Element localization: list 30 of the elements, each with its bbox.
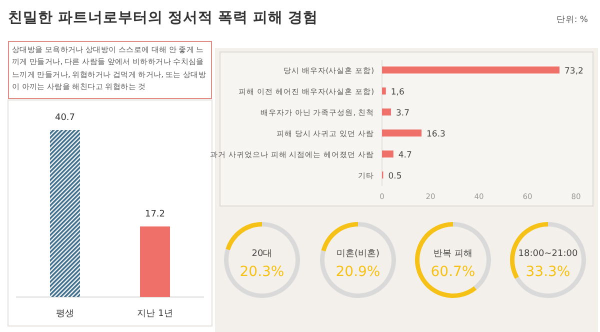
text: 반복 피해 [434,249,472,259]
data-label: 0.5 [388,172,402,182]
bar [382,150,394,158]
bar [382,66,560,74]
data-label: 1,6 [390,88,404,98]
data-label: 17.2 [144,209,166,220]
donut-slice [415,222,477,298]
data-label: 16.3 [426,130,446,140]
bar [382,130,422,136]
donut-slice [320,222,396,298]
bar [382,108,391,116]
text: 33.3% [526,264,570,280]
x-tick-label: 평생 [56,309,74,319]
data-label: 40.7 [54,113,76,123]
data-label: 4.7 [398,150,412,160]
data-label: 73,2 [564,66,584,76]
text: 미혼(비혼) [336,249,380,259]
text: 20.9% [336,264,380,280]
text: 단위: % [556,15,588,25]
text: 60.7% [430,264,476,280]
donut-slice [515,222,586,298]
text: 20.3% [240,264,284,280]
chart-title: 친밀한 파트너로부터의 정서적 폭력 피해 경험 [8,10,318,26]
text: 18:00~21:00 [518,249,578,259]
text: 20대 [252,249,272,259]
donut-slice [224,222,300,298]
x-tick-label: 지난 1년 [137,309,173,319]
data-label: 3.7 [396,108,410,118]
donut-slice [226,222,262,250]
bar [382,88,386,94]
